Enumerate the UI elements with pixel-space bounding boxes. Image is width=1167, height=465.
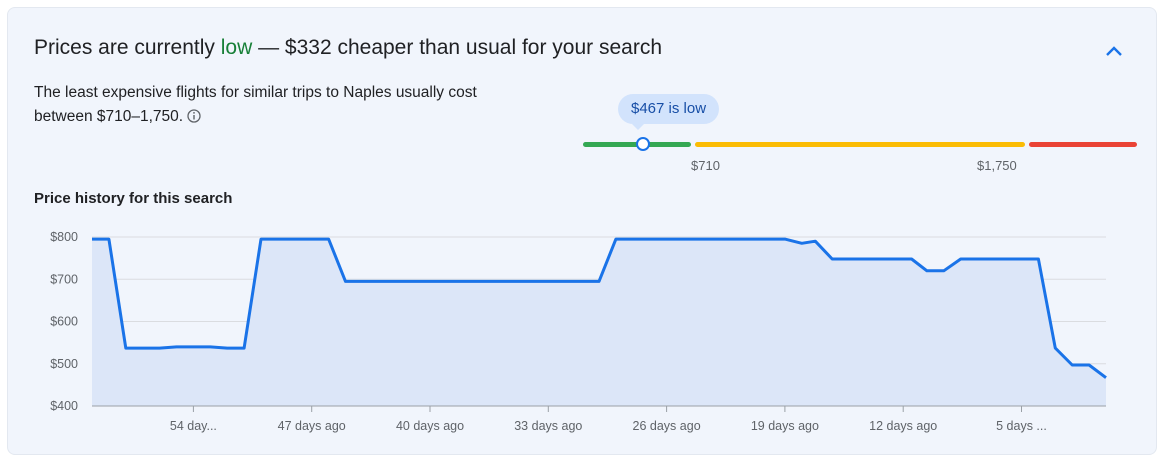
current-price-marker [636,137,650,151]
x-tick-label: 47 days ago [278,419,346,433]
typical-price-segment [695,142,1025,147]
collapse-button[interactable] [1101,38,1127,64]
x-tick-label: 5 days ... [996,419,1047,433]
range-low-label: $710 [691,158,720,173]
heading-prefix: Prices are currently [34,36,221,59]
x-tick-label: 19 days ago [751,419,819,433]
price-range-bar: $467 is low $710 $1,750 [583,94,1137,184]
range-high-label: $1,750 [977,158,1017,173]
y-tick-label: $500 [50,357,78,371]
heading-suffix: — $332 cheaper than usual for your searc… [252,36,662,59]
price-status-heading: Prices are currently low — $332 cheaper … [34,36,662,60]
high-price-segment [1029,142,1137,147]
price-series-line [92,237,1107,379]
x-tick-label: 26 days ago [633,419,701,433]
info-icon[interactable] [187,107,201,131]
chevron-up-icon [1106,46,1122,56]
x-tick-label: 54 day... [170,419,217,433]
description-text: The least expensive flights for similar … [34,84,477,125]
x-tick-label: 40 days ago [396,419,464,433]
price-status-word: low [220,36,253,59]
x-tick-label: 12 days ago [869,419,937,433]
y-tick-label: $800 [50,230,78,244]
price-range-description: The least expensive flights for similar … [34,81,494,131]
x-tick-label: 33 days ago [514,419,582,433]
price-history-title: Price history for this search [34,190,233,207]
current-price-badge: $467 is low [618,94,720,130]
y-tick-label: $700 [50,272,78,286]
y-tick-label: $400 [50,399,78,413]
y-tick-label: $600 [50,315,78,329]
price-area-fill [92,239,1106,406]
